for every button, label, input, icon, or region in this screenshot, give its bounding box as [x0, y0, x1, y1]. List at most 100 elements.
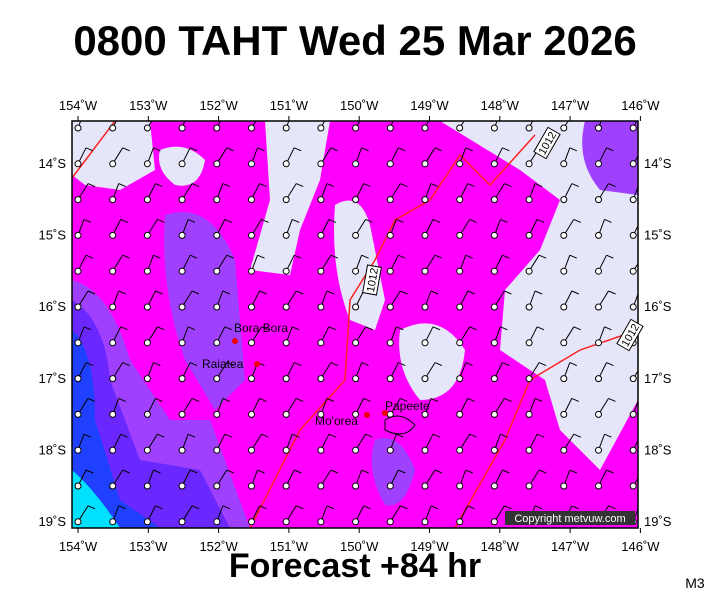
barb-flag — [534, 183, 543, 188]
barb-station — [595, 375, 602, 383]
barb-flag — [573, 326, 581, 331]
barb-station — [629, 375, 637, 383]
barb-flag — [606, 147, 614, 152]
barb-flag — [502, 254, 510, 259]
barb-flag — [430, 505, 439, 510]
lon-label: 146˚W — [621, 539, 660, 554]
barb-flag — [434, 362, 443, 367]
barb-station — [456, 518, 464, 526]
barb-station — [248, 231, 255, 239]
barb-station — [386, 339, 394, 347]
barb-flag — [500, 218, 508, 223]
barb-flag — [573, 218, 581, 223]
barb-station — [317, 446, 325, 454]
barb-flag — [187, 326, 196, 331]
barb-flag — [608, 290, 616, 295]
barb-flag — [261, 433, 269, 438]
lat-label: 16˚S — [644, 299, 672, 314]
barb-flag — [87, 183, 96, 188]
barb-flag — [155, 505, 163, 510]
barb-station — [629, 196, 637, 204]
barb-station — [317, 196, 325, 204]
barb-station — [74, 267, 82, 275]
barb-flag — [296, 397, 304, 402]
barb-station — [213, 339, 221, 347]
barb-flag — [226, 469, 234, 474]
barb-station — [178, 231, 186, 239]
barb-station — [560, 267, 568, 275]
barb-flag — [573, 433, 581, 438]
barb-station — [317, 231, 325, 239]
barb-station — [525, 446, 533, 454]
barb-flag — [294, 469, 302, 474]
barb-station — [282, 446, 290, 454]
barb-station — [143, 267, 151, 275]
barb-station — [143, 124, 151, 132]
barb-flag — [191, 397, 200, 402]
barb-flag — [538, 254, 547, 259]
barb-flag — [605, 112, 612, 115]
barb-station — [317, 410, 325, 418]
barb-station — [490, 375, 498, 383]
barb-station — [74, 124, 82, 132]
barb-flag — [398, 254, 406, 259]
barb-station — [178, 196, 186, 204]
barb-station — [213, 196, 221, 204]
barb-station — [595, 446, 602, 454]
barb-station — [490, 482, 498, 490]
barb-flag — [398, 362, 406, 367]
lat-label: 14˚S — [644, 156, 672, 171]
lon-label: 147˚W — [551, 539, 590, 554]
barb-station — [143, 482, 151, 490]
lat-label: 17˚S — [644, 371, 672, 386]
barb-flag — [87, 290, 96, 295]
barb-station — [74, 410, 82, 418]
barb-flag — [604, 218, 612, 223]
barb-flag — [153, 362, 161, 367]
barb-flag — [365, 326, 373, 331]
barb-flag — [122, 147, 130, 152]
barb-flag — [85, 147, 94, 152]
barb-station — [213, 303, 221, 311]
barb-station — [456, 410, 464, 418]
barb-flag — [330, 362, 339, 367]
lon-label: 146˚W — [621, 98, 660, 113]
stronger-wind — [72, 300, 230, 528]
barb-flag — [85, 469, 94, 474]
barb-flag — [157, 218, 165, 223]
strong-wind — [371, 438, 415, 506]
lat-label: 15˚S — [39, 228, 67, 243]
barb-station — [352, 196, 360, 204]
barb-flag — [470, 112, 477, 115]
barb-station — [109, 267, 117, 275]
tahiti-coast — [384, 415, 416, 435]
lon-label: 150˚W — [340, 98, 379, 113]
barb-flag — [292, 218, 300, 223]
barb-flag — [294, 147, 302, 152]
barb-flag — [534, 397, 543, 402]
barb-flag — [361, 254, 369, 259]
barb-flag — [222, 183, 230, 188]
barb-flag — [83, 433, 92, 438]
lat-label: 15˚S — [644, 228, 672, 243]
barb-station — [352, 446, 360, 454]
barb-flag — [329, 112, 336, 115]
barb-station — [74, 303, 82, 311]
barb-station — [456, 482, 464, 490]
barb-flag — [641, 434, 648, 437]
barb-flag — [537, 112, 544, 115]
barb-station — [421, 446, 429, 454]
lat-label: 17˚S — [39, 371, 67, 386]
barb-station — [248, 410, 255, 418]
barb-flag — [500, 433, 508, 438]
barb-flag — [189, 362, 198, 367]
barb-station — [386, 267, 394, 275]
barb-flag — [120, 433, 128, 438]
barb-flag — [398, 469, 406, 474]
barb-flag — [606, 469, 614, 474]
barb-station — [248, 482, 255, 490]
barb-station — [143, 518, 151, 526]
barb-flag — [226, 254, 234, 259]
barb-station — [560, 303, 568, 311]
barb-flag — [502, 147, 510, 152]
